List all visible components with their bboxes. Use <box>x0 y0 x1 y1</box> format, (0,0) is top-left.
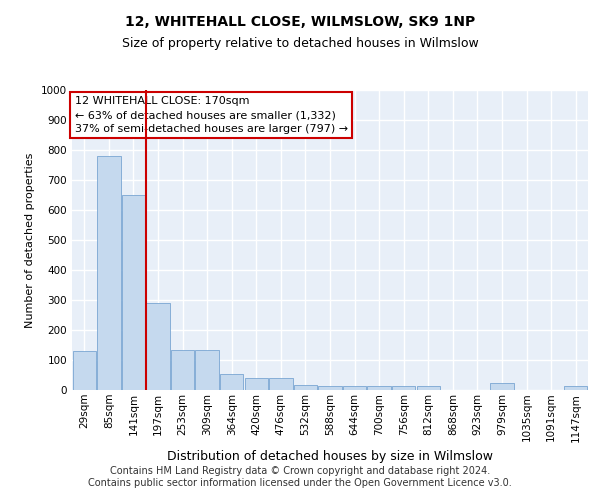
Text: 12, WHITEHALL CLOSE, WILMSLOW, SK9 1NP: 12, WHITEHALL CLOSE, WILMSLOW, SK9 1NP <box>125 15 475 29</box>
X-axis label: Distribution of detached houses by size in Wilmslow: Distribution of detached houses by size … <box>167 450 493 463</box>
Bar <box>97 156 121 390</box>
Bar <box>122 195 145 390</box>
Text: Contains HM Land Registry data © Crown copyright and database right 2024.
Contai: Contains HM Land Registry data © Crown c… <box>88 466 512 487</box>
Bar <box>171 350 194 390</box>
Bar <box>392 386 415 390</box>
Bar <box>343 386 366 390</box>
Bar <box>294 384 317 390</box>
Bar <box>73 351 96 390</box>
Bar <box>490 384 514 390</box>
Bar <box>564 386 587 390</box>
Bar <box>269 378 293 390</box>
Y-axis label: Number of detached properties: Number of detached properties <box>25 152 35 328</box>
Bar <box>319 386 341 390</box>
Bar <box>416 386 440 390</box>
Text: Size of property relative to detached houses in Wilmslow: Size of property relative to detached ho… <box>122 38 478 51</box>
Bar <box>367 386 391 390</box>
Text: 12 WHITEHALL CLOSE: 170sqm
← 63% of detached houses are smaller (1,332)
37% of s: 12 WHITEHALL CLOSE: 170sqm ← 63% of deta… <box>74 96 348 134</box>
Bar <box>245 378 268 390</box>
Bar <box>220 374 244 390</box>
Bar <box>146 303 170 390</box>
Bar <box>196 350 219 390</box>
